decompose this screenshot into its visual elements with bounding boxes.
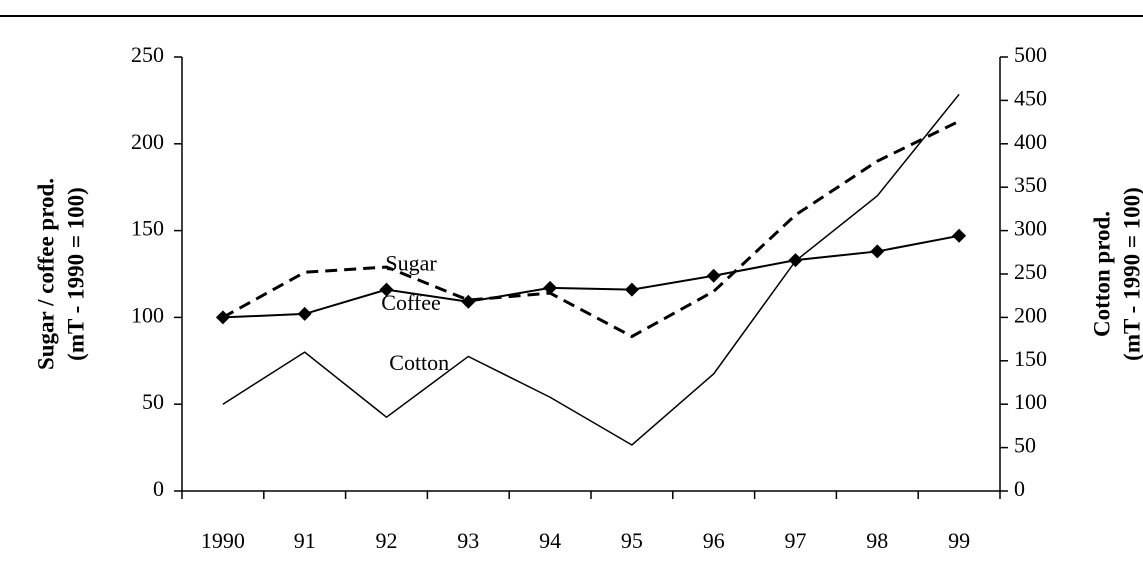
y2-tick-label: 350 — [1014, 172, 1047, 197]
series-marker — [543, 280, 558, 295]
x-tick-label: 1990 — [201, 528, 245, 553]
y2-tick-label: 250 — [1014, 259, 1047, 284]
y-tick-label: 200 — [131, 129, 164, 154]
x-tick-label: 99 — [948, 528, 970, 553]
y2-tick-label: 0 — [1014, 476, 1025, 501]
y2-tick-label: 400 — [1014, 129, 1047, 154]
y2-tick-label: 150 — [1014, 346, 1047, 371]
y-tick-label: 0 — [153, 476, 164, 501]
x-tick-label: 96 — [703, 528, 725, 553]
x-tick-label: 95 — [621, 528, 643, 553]
y2-tick-label: 100 — [1014, 389, 1047, 414]
x-tick-label: 93 — [457, 528, 479, 553]
series-marker — [297, 306, 312, 321]
y-tick-label: 100 — [131, 302, 164, 327]
y-tick-label: 150 — [131, 216, 164, 241]
x-tick-label: 98 — [866, 528, 888, 553]
series-label: Sugar — [385, 250, 437, 275]
series-marker — [379, 282, 394, 297]
y2-tick-label: 450 — [1014, 85, 1047, 110]
series-marker — [870, 244, 885, 259]
series-line — [222, 93, 960, 446]
y-tick-label: 50 — [142, 389, 164, 414]
y-axis-title: (mT - 1990 = 100) — [63, 187, 88, 361]
x-tick-label: 94 — [539, 528, 561, 553]
x-tick-label: 91 — [294, 528, 316, 553]
x-tick-label: 97 — [785, 528, 807, 553]
y-axis-title: Sugar / coffee prod. — [33, 178, 58, 370]
series-line — [222, 234, 960, 319]
y2-tick-label: 50 — [1014, 433, 1036, 458]
series-line — [222, 119, 960, 339]
y2-axis-title: (mT - 1990 = 100) — [1119, 187, 1143, 361]
series-marker — [952, 228, 967, 243]
series-marker — [624, 282, 639, 297]
y2-tick-label: 500 — [1014, 42, 1047, 67]
series-marker — [706, 268, 721, 283]
series-label: Coffee — [381, 290, 440, 315]
x-tick-label: 92 — [376, 528, 398, 553]
y2-tick-label: 200 — [1014, 302, 1047, 327]
y2-tick-label: 300 — [1014, 216, 1047, 241]
series-label: Cotton — [389, 350, 449, 375]
y-tick-label: 250 — [131, 42, 164, 67]
y2-axis-title: Cotton prod. — [1089, 211, 1114, 337]
